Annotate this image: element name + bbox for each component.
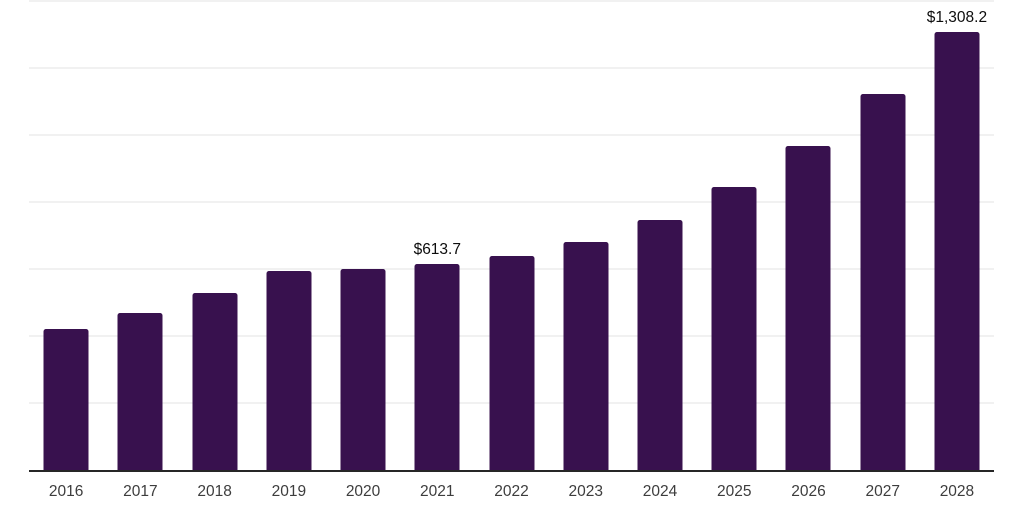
data-label-2021: $613.7 xyxy=(413,241,461,259)
bar-column-2022 xyxy=(474,0,548,470)
x-tick-label-2024: 2024 xyxy=(642,483,678,500)
x-tick-label-2028: 2028 xyxy=(939,483,975,500)
gridline-1200 xyxy=(29,67,994,69)
bar-column-2019 xyxy=(252,0,326,470)
x-tick-label-2025: 2025 xyxy=(716,483,752,500)
plot-area: $613.7 $1,308.2 xyxy=(29,0,994,472)
bar-column-2027 xyxy=(846,0,920,470)
bar-2021 xyxy=(414,264,460,470)
x-tick-label-2018: 2018 xyxy=(197,483,232,500)
x-tick-label-2027: 2027 xyxy=(865,483,900,500)
x-tick-label-2020: 2020 xyxy=(345,483,381,500)
bar-column-2020 xyxy=(326,0,400,470)
bar-2016 xyxy=(43,329,89,470)
x-tick-label-2022: 2022 xyxy=(494,483,529,500)
bar-column-2024 xyxy=(623,0,697,470)
bar-column-2018 xyxy=(177,0,251,470)
bar-2024 xyxy=(637,220,683,470)
x-axis-tick-labels: 2016 2017 2018 2019 2020 2021 2022 2023 2024 2025… xyxy=(29,483,994,501)
gridline-1000 xyxy=(29,134,994,136)
data-label-2028: $1,308.2 xyxy=(926,8,988,26)
bar-column-2016 xyxy=(29,0,103,470)
gridline-800 xyxy=(29,201,994,203)
bar-2023 xyxy=(563,241,609,470)
x-tick-label-2016: 2016 xyxy=(48,483,84,500)
bar-2027 xyxy=(860,94,906,470)
gridline-1400 xyxy=(29,0,994,2)
x-tick-label-2023: 2023 xyxy=(568,483,603,500)
x-tick-label-2026: 2026 xyxy=(791,483,826,500)
bar-2017 xyxy=(117,312,163,470)
x-tick-label-2019: 2019 xyxy=(271,483,307,500)
bar-2025 xyxy=(711,186,757,470)
bar-2026 xyxy=(785,146,831,470)
bar-2028 xyxy=(934,31,980,470)
bar-column-2028: $1,308.2 xyxy=(920,0,994,470)
bar-column-2025 xyxy=(697,0,771,470)
bar-2022 xyxy=(489,255,535,470)
bar-2018 xyxy=(192,292,238,470)
bar-column-2021: $613.7 xyxy=(400,0,474,470)
bar-column-2026 xyxy=(771,0,845,470)
x-tick-label-2021: 2021 xyxy=(420,483,455,500)
bars-container: $613.7 $1,308.2 xyxy=(29,0,994,470)
x-tick-label-2017: 2017 xyxy=(123,483,158,500)
bar-column-2017 xyxy=(103,0,177,470)
bar-2019 xyxy=(266,270,312,470)
bar-column-2023 xyxy=(549,0,623,470)
bar-2020 xyxy=(340,268,386,470)
